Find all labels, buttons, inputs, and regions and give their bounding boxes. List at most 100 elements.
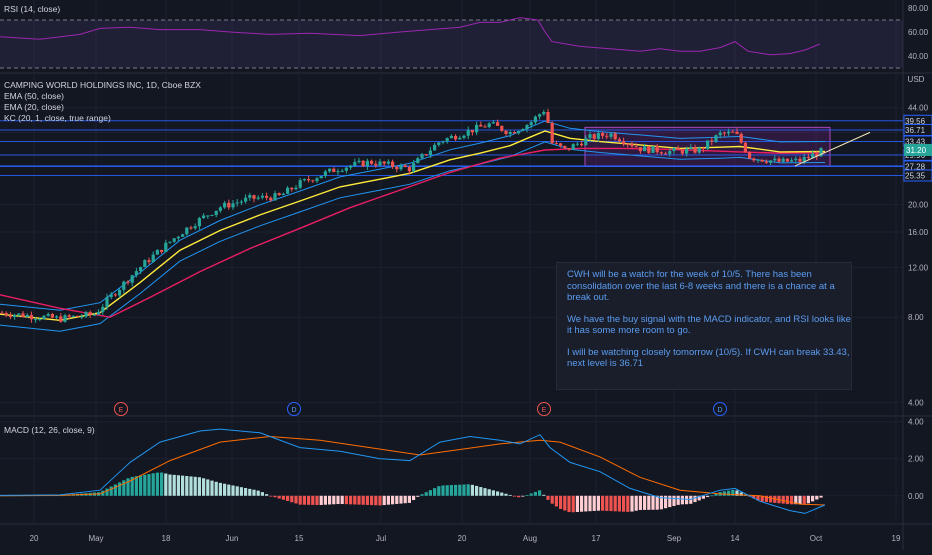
macd-histogram-bar — [302, 495, 306, 505]
macd-histogram-bar — [252, 489, 256, 496]
candle-body — [697, 147, 701, 153]
candle-body — [328, 168, 332, 172]
candle-body — [752, 158, 756, 161]
macd-histogram-bar — [344, 495, 348, 505]
last-price-label: 31.20 — [906, 146, 927, 155]
note-paragraph-1: CWH will be a watch for the week of 10/5… — [567, 269, 835, 303]
macd-histogram-bar — [630, 495, 634, 512]
candle-body — [344, 167, 348, 171]
macd-histogram-bar — [143, 474, 147, 496]
macd-histogram-bar — [542, 494, 546, 496]
price-tick-label: 12.00 — [908, 263, 929, 272]
time-axis-label: Jul — [376, 534, 386, 543]
price-tick-label: 16.00 — [908, 228, 929, 237]
candle-body — [655, 146, 659, 153]
candle-body — [50, 314, 54, 318]
macd-histogram-bar — [265, 494, 269, 496]
candle-body — [403, 165, 407, 168]
macd-histogram-bar — [538, 490, 542, 496]
candle-body — [462, 135, 466, 138]
macd-histogram-bar — [147, 474, 151, 496]
macd-histogram-bar — [533, 491, 537, 496]
candle-body — [722, 132, 726, 134]
signal-line — [0, 435, 826, 506]
candle-body — [445, 138, 449, 142]
candle-body — [42, 315, 46, 320]
candle-body — [550, 122, 554, 144]
candle-body — [260, 195, 264, 198]
time-axis-label: 20 — [458, 534, 467, 543]
chart-title[interactable]: CAMPING WORLD HOLDINGS INC, 1D, Cboe BZX — [4, 80, 201, 90]
kc-legend[interactable]: KC (20, 1, close, true range) — [4, 113, 111, 123]
macd-legend[interactable]: MACD (12, 26, close, 9) — [4, 425, 95, 435]
candle-body — [596, 133, 600, 139]
candle-body — [256, 197, 260, 199]
macd-histogram-bar — [483, 488, 487, 496]
note-paragraph-2: We have the buy signal with the MACD ind… — [567, 313, 851, 337]
candle-body — [311, 180, 315, 182]
macd-histogram-bar — [638, 495, 642, 510]
macd-histogram-bar — [412, 495, 416, 501]
macd-histogram-bar — [622, 495, 626, 512]
candle-body — [365, 160, 369, 167]
macd-histogram-bar — [134, 476, 138, 496]
candle-body — [185, 227, 189, 235]
candle-body — [617, 139, 621, 142]
candle-body — [38, 319, 42, 321]
rsi-line — [0, 17, 821, 56]
time-axis-label: 15 — [295, 534, 304, 543]
macd-histogram-bar — [680, 495, 684, 505]
rsi-legend[interactable]: RSI (14, close) — [4, 4, 61, 14]
macd-histogram-bar — [802, 495, 806, 505]
candle-body — [193, 226, 197, 229]
macd-histogram-bar — [248, 488, 252, 496]
candle-body — [643, 146, 647, 152]
time-axis-label: 14 — [731, 534, 740, 543]
candle-body — [483, 126, 487, 128]
macd-histogram-bar — [168, 474, 172, 496]
annotation-note[interactable]: CWH will be a watch for the week of 10/5… — [556, 262, 852, 390]
candle-body — [391, 161, 395, 167]
ema50-legend[interactable]: EMA (50, close) — [4, 91, 64, 101]
ema20-legend[interactable]: EMA (20, close) — [4, 102, 64, 112]
macd-histogram-bar — [676, 495, 680, 505]
macd-histogram-bar — [332, 495, 336, 505]
candle-body — [265, 195, 269, 198]
candle-body — [676, 148, 680, 150]
candle-body — [386, 161, 390, 164]
macd-histogram-bar — [139, 475, 143, 496]
macd-histogram-bar — [382, 495, 386, 506]
candle-body — [412, 163, 416, 172]
price-tick-label: 8.00 — [908, 313, 924, 322]
candle-body — [529, 122, 533, 126]
candle-body — [130, 275, 134, 283]
candle-body — [84, 312, 88, 317]
macd-histogram-bar — [722, 491, 726, 496]
macd-histogram-bar — [441, 485, 445, 496]
macd-histogram-bar — [294, 495, 298, 504]
candle-body — [727, 131, 731, 134]
candle-body — [605, 135, 609, 137]
last-price-box — [904, 143, 932, 156]
candle-body — [139, 267, 143, 272]
candle-body — [244, 197, 248, 202]
macd-histogram-bar — [643, 495, 647, 510]
macd-histogram-bar — [319, 495, 323, 505]
candle-body — [609, 133, 613, 137]
macd-histogram-bar — [735, 490, 739, 496]
macd-histogram-bar — [588, 495, 592, 512]
macd-histogram-bar — [202, 478, 206, 496]
macd-histogram-bar — [458, 484, 462, 496]
macd-histogram-bar — [227, 484, 231, 496]
macd-histogram-bar — [189, 476, 193, 496]
candle-body — [4, 312, 8, 316]
macd-histogram-bar — [210, 480, 214, 496]
macd-histogram-bar — [697, 495, 701, 501]
candle-body — [496, 122, 500, 126]
candle-body — [101, 306, 105, 312]
macd-histogram-bar — [445, 485, 449, 496]
candle-body — [378, 161, 382, 166]
time-axis-label: Jun — [226, 534, 239, 543]
candle-body — [17, 313, 21, 315]
